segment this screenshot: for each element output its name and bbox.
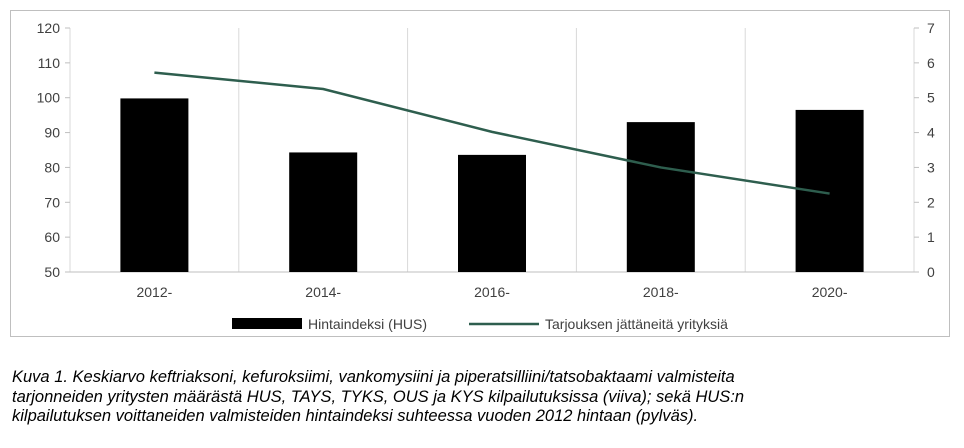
legend-bar-swatch <box>232 318 302 329</box>
caption-line-2: tarjonneiden yritysten määrästä HUS, TAY… <box>12 387 745 406</box>
y-right-tick-label: 1 <box>927 229 935 245</box>
legend-label-line: Tarjouksen jättäneitä yrityksiä <box>545 316 728 332</box>
y-left-tick-label: 110 <box>38 55 61 71</box>
figure-caption: Kuva 1. Keskiarvo keftriaksoni, kefuroks… <box>12 368 957 427</box>
bar <box>626 122 695 272</box>
y-left-tick-label: 100 <box>37 90 61 106</box>
y-right-tick-label: 0 <box>927 264 935 280</box>
y-left-tick-label: 70 <box>44 194 60 210</box>
x-tick-label: 2014- <box>305 284 341 300</box>
bar <box>120 98 189 272</box>
x-tick-label: 2018- <box>643 284 679 300</box>
y-right-tick-label: 2 <box>927 194 935 210</box>
x-tick-label: 2020- <box>812 284 848 300</box>
x-tick-label: 2012- <box>136 284 172 300</box>
y-left-tick-label: 60 <box>44 229 60 245</box>
bar <box>458 154 526 272</box>
series-line <box>154 71 830 195</box>
y-left-tick-label: 50 <box>44 264 60 280</box>
caption-line-3: kilpailutuksen voittaneiden valmisteiden… <box>12 407 699 425</box>
chart-frame: 50 60 70 80 90 100 110 120 0 1 2 3 4 5 6 7 2012- 2014- 201… <box>10 10 950 337</box>
y-right-tick-label: 4 <box>927 125 935 141</box>
x-tick-label: 2016- <box>474 284 510 300</box>
y-right-tick-label: 3 <box>927 159 935 175</box>
y-left-tick-label: 90 <box>44 125 60 141</box>
legend-label-bar: Hintaindeksi (HUS) <box>308 316 427 332</box>
y-right-tick-label: 6 <box>927 55 935 71</box>
bar <box>289 152 358 272</box>
combo-chart: 50 60 70 80 90 100 110 120 0 1 2 3 4 5 6 7 2012- 2014- 201… <box>37 20 935 332</box>
y-left-tick-label: 80 <box>44 159 60 175</box>
y-right-tick-label: 5 <box>927 90 935 106</box>
y-left-tick-label: 120 <box>37 20 61 36</box>
y-right-tick-label: 7 <box>927 20 935 36</box>
caption-line-1: Kuva 1. Keskiarvo keftriaksoni, kefuroks… <box>12 368 735 386</box>
